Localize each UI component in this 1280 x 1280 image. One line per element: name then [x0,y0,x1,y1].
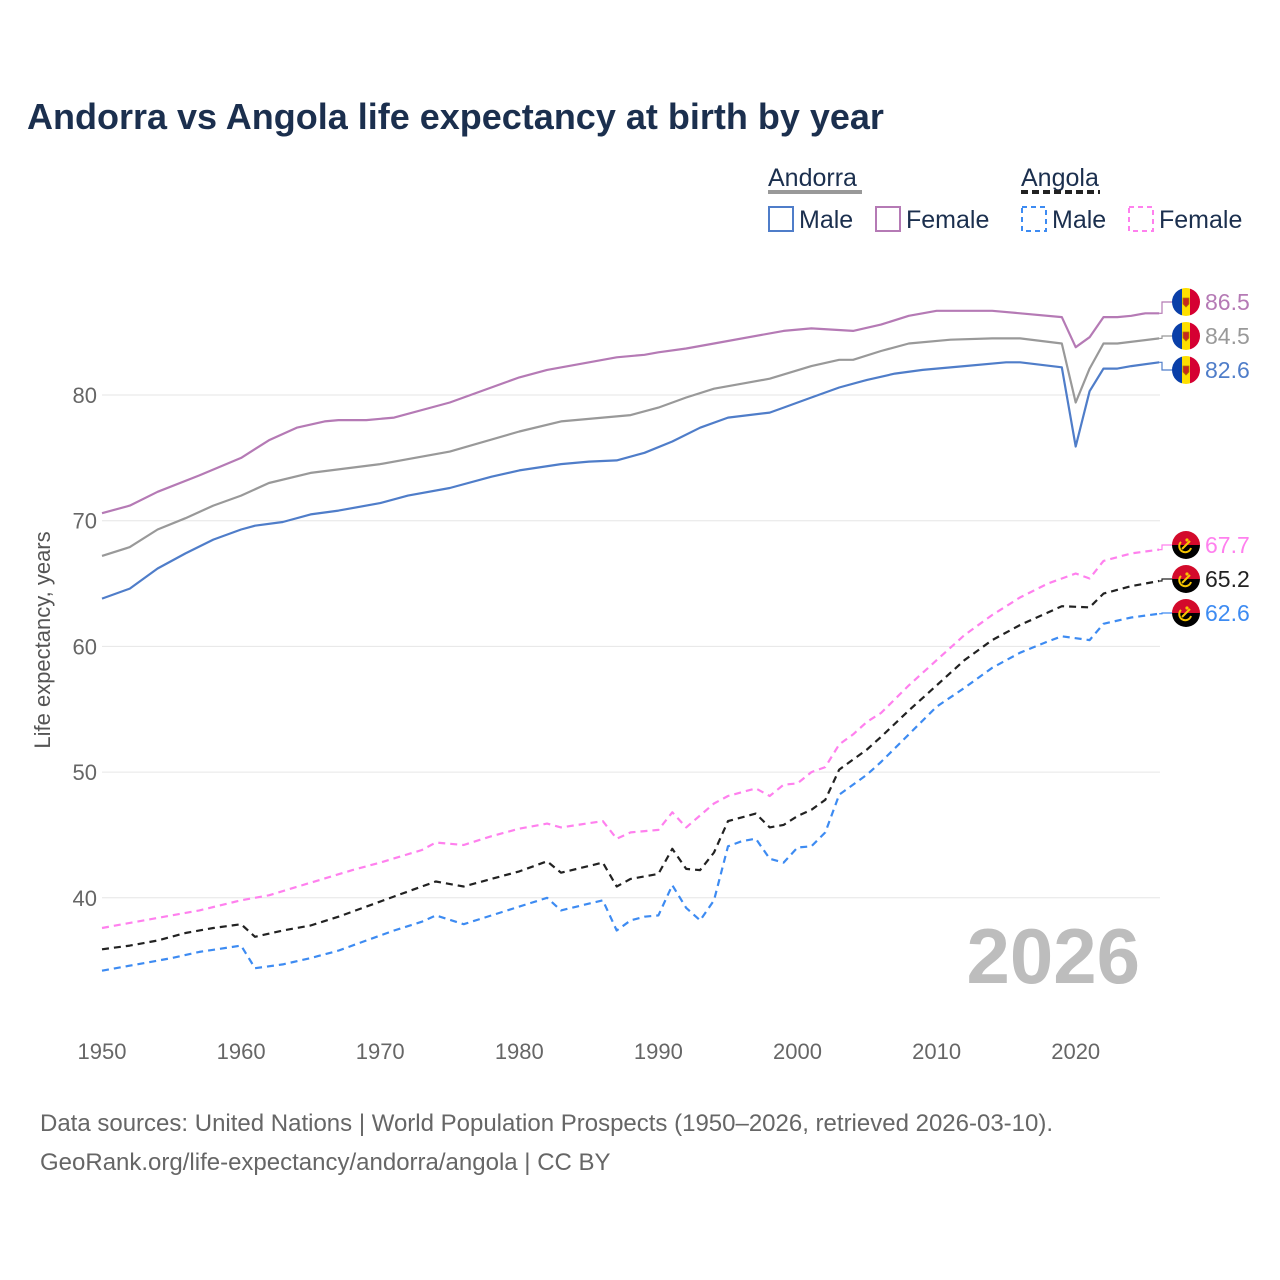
legend-angola-female-swatch[interactable] [1128,206,1154,232]
andorra-flag-icon [1172,288,1200,316]
end-label-connector [1159,361,1172,371]
y-axis-label: Life expectancy, years [30,531,55,748]
end-label-andorra-female: 86.5 [1205,289,1250,315]
end-label-angola-total: 65.2 [1205,566,1250,592]
end-label-angola-female: 67.7 [1205,532,1250,558]
x-axis-ticks: 1950 1960 1970 1980 1990 2000 2010 2020 [78,1039,1101,1064]
y-axis-ticks: 40 50 60 70 80 [73,383,97,911]
x-tick-label: 1980 [495,1039,544,1064]
series-line-angola-female[interactable] [101,548,1160,930]
series-line-andorra-total[interactable] [101,337,1160,557]
x-tick-label: 2020 [1051,1039,1100,1064]
series-line-angola-total[interactable] [101,579,1160,951]
legend-andorra-female-swatch[interactable] [875,206,901,232]
angola-flag-icon [1172,599,1200,627]
y-tick-label: 40 [73,886,97,911]
chart-title: Andorra vs Angola life expectancy at bir… [27,96,884,137]
x-tick-label: 1970 [356,1039,405,1064]
gridlines [102,394,1160,899]
y-tick-label: 80 [73,383,97,408]
series-line-angola-male[interactable] [101,612,1160,972]
legend-angola-male-swatch[interactable] [1021,206,1047,232]
end-label-andorra-total: 84.5 [1205,323,1250,349]
andorra-flag-icon [1172,322,1200,350]
end-label-connector [1159,301,1172,314]
end-label-connector [1159,578,1172,582]
source-url[interactable]: GeoRank.org/life-expectancy/andorra/ango… [40,1149,611,1176]
x-tick-label: 1960 [217,1039,266,1064]
legend-group-andorra[interactable]: Andorra [768,164,857,192]
y-tick-label: 70 [73,509,97,534]
x-tick-label: 1990 [634,1039,683,1064]
end-label-connector [1159,544,1172,551]
andorra-flag-icon [1172,356,1200,384]
end-label-connector [1159,612,1172,615]
end-label-connector [1159,335,1172,340]
series-line-andorra-male[interactable] [101,361,1160,600]
legend-angola-male[interactable]: Male [1052,206,1106,234]
end-labels: 86.5 84.5 82.6 67.7 65.2 62.6 [1159,288,1250,627]
legend: Andorra Male Female Angola Male Female [768,164,1242,234]
series-lines [101,309,1160,972]
series-line-andorra-female[interactable] [101,309,1160,515]
y-tick-label: 50 [73,760,97,785]
end-label-angola-male: 62.6 [1205,600,1250,626]
y-tick-label: 60 [73,634,97,659]
legend-andorra-male-swatch[interactable] [768,206,794,232]
legend-andorra-female[interactable]: Female [906,206,989,234]
x-tick-label: 2000 [773,1039,822,1064]
source-note: Data sources: United Nations | World Pop… [40,1110,1053,1137]
legend-angola-female[interactable]: Female [1159,206,1242,234]
x-tick-label: 2010 [912,1039,961,1064]
end-label-andorra-male: 82.6 [1205,357,1250,383]
legend-group-angola[interactable]: Angola [1021,164,1099,192]
x-tick-label: 1950 [78,1039,127,1064]
angola-flag-icon [1172,531,1200,559]
angola-flag-icon [1172,565,1200,593]
year-watermark: 2026 [966,912,1140,1000]
legend-andorra-male[interactable]: Male [799,206,853,234]
